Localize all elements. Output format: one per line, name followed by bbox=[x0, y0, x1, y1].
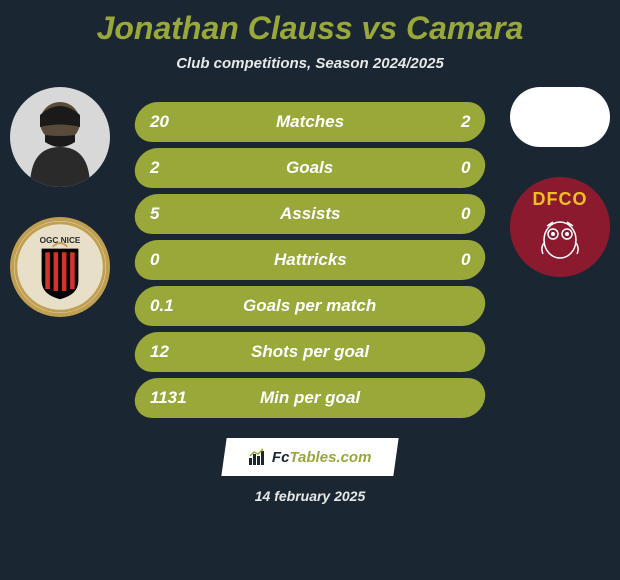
stat-row: 12 Shots per goal bbox=[135, 332, 485, 372]
stat-label: Goals per match bbox=[243, 296, 376, 316]
stat-row: 0.1 Goals per match bbox=[135, 286, 485, 326]
stat-row: 2 Goals 0 bbox=[135, 148, 485, 188]
stat-row: 5 Assists 0 bbox=[135, 194, 485, 234]
stat-row: 0 Hattricks 0 bbox=[135, 240, 485, 280]
left-player-column: OGC NICE bbox=[10, 87, 110, 317]
stat-right-value: 0 bbox=[461, 250, 470, 270]
site-fc: Fc bbox=[272, 449, 290, 466]
player-right-avatar bbox=[510, 87, 610, 147]
dijon-badge-text: DFCO bbox=[533, 189, 588, 210]
stat-bar: 0.1 Goals per match bbox=[132, 286, 488, 326]
stats-area: OGC NICE DFCO bbox=[0, 102, 620, 418]
stats-bars: 20 Matches 2 2 Goals 0 5 Assists 0 bbox=[135, 102, 485, 418]
stat-left-value: 12 bbox=[150, 342, 169, 362]
stat-bar: 0 Hattricks 0 bbox=[132, 240, 488, 280]
stat-label: Hattricks bbox=[274, 250, 347, 270]
stat-label: Shots per goal bbox=[251, 342, 369, 362]
stat-bar: 2 Goals 0 bbox=[132, 148, 488, 188]
club-badge-right: DFCO bbox=[510, 177, 610, 277]
stat-row: 1131 Min per goal bbox=[135, 378, 485, 418]
stat-left-value: 5 bbox=[150, 204, 159, 224]
right-player-column: DFCO bbox=[510, 87, 610, 277]
club-badge-left: OGC NICE bbox=[10, 217, 110, 317]
stat-bar: 1131 Min per goal bbox=[132, 378, 488, 418]
date-text: 14 february 2025 bbox=[255, 488, 366, 504]
stat-row: 20 Matches 2 bbox=[135, 102, 485, 142]
owl-icon bbox=[535, 212, 585, 262]
nice-crest-icon: OGC NICE bbox=[14, 217, 106, 317]
site-tables: Tables.com bbox=[290, 449, 372, 466]
stat-left-value: 0 bbox=[150, 250, 159, 270]
page-subtitle: Club competitions, Season 2024/2025 bbox=[176, 55, 444, 72]
stat-bar: 5 Assists 0 bbox=[132, 194, 488, 234]
player-left-avatar bbox=[10, 87, 110, 187]
stat-left-value: 2 bbox=[150, 158, 159, 178]
stat-bar: 12 Shots per goal bbox=[132, 332, 488, 372]
stat-right-value: 0 bbox=[461, 158, 470, 178]
stat-label: Min per goal bbox=[260, 388, 360, 408]
stat-right-value: 0 bbox=[461, 204, 470, 224]
bars-icon bbox=[248, 448, 266, 466]
stat-left-value: 1131 bbox=[150, 388, 187, 408]
page-title: Jonathan Clauss vs Camara bbox=[97, 10, 524, 47]
stat-label: Matches bbox=[276, 112, 344, 132]
stat-label: Goals bbox=[286, 158, 333, 178]
person-icon bbox=[10, 87, 110, 187]
stat-bar: 20 Matches 2 bbox=[132, 102, 488, 142]
infographic-container: Jonathan Clauss vs Camara Club competiti… bbox=[0, 0, 620, 580]
stat-right-value: 2 bbox=[461, 112, 470, 132]
stat-left-value: 0.1 bbox=[150, 296, 174, 316]
footer: FcTables.com 14 february 2025 bbox=[224, 438, 396, 504]
fctables-text: FcTables.com bbox=[272, 449, 372, 466]
stat-label: Assists bbox=[280, 204, 340, 224]
stat-left-value: 20 bbox=[150, 112, 169, 132]
fctables-badge: FcTables.com bbox=[222, 438, 399, 476]
